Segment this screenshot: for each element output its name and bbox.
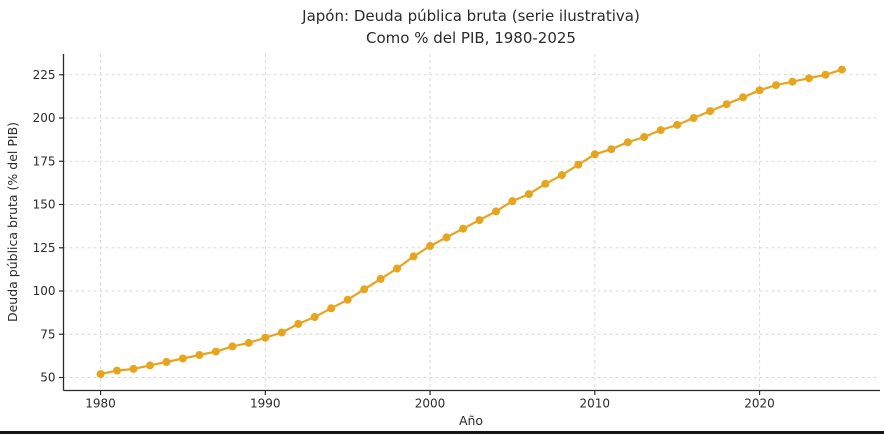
data-point-1997 — [376, 274, 385, 283]
window-bottom-edge — [0, 431, 884, 434]
y-tick-label-50: 50 — [40, 371, 55, 385]
x-tick-label-2020: 2020 — [744, 397, 775, 411]
data-point-1986 — [195, 351, 204, 359]
data-point-2008 — [557, 171, 566, 180]
data-point-2015 — [673, 120, 682, 129]
y-axis-label: Deuda pública bruta (% del PIB) — [5, 122, 20, 322]
y-tick-label-225: 225 — [33, 68, 56, 82]
y-tick-label-150: 150 — [33, 198, 56, 212]
data-point-2012 — [623, 138, 632, 147]
data-point-1987 — [211, 347, 220, 356]
data-point-2020 — [755, 86, 764, 95]
data-point-1995 — [343, 295, 352, 304]
data-point-2002 — [459, 224, 467, 233]
data-point-1998 — [393, 264, 402, 273]
data-point-2023 — [805, 74, 813, 83]
data-point-1981 — [113, 366, 121, 375]
y-tick-label-75: 75 — [40, 327, 55, 341]
data-point-2010 — [590, 150, 599, 159]
data-point-1999 — [409, 252, 418, 261]
data-point-2006 — [524, 190, 533, 199]
data-point-2004 — [492, 207, 500, 216]
data-point-2007 — [541, 179, 550, 188]
data-point-2021 — [772, 81, 780, 90]
axes-layer: 1980 1990 2000 2010 2020 50 75 100 125 150 175 200 2… — [33, 54, 880, 411]
data-point-2025 — [837, 65, 846, 74]
data-point-1983 — [146, 361, 154, 370]
x-tick-label-2010: 2010 — [580, 397, 611, 411]
data-point-1990 — [261, 333, 270, 342]
y-tick-label-125: 125 — [33, 241, 56, 255]
data-point-2017 — [706, 107, 715, 116]
data-point-2014 — [656, 126, 665, 135]
x-axis-label: Año — [459, 413, 483, 428]
data-point-1985 — [178, 354, 187, 363]
x-tick-label-2000: 2000 — [415, 397, 446, 411]
data-point-2022 — [788, 77, 797, 86]
series-layer — [96, 65, 846, 379]
x-tick-label-1990: 1990 — [250, 397, 281, 411]
data-point-1984 — [162, 358, 171, 366]
y-tick-label-100: 100 — [33, 284, 56, 298]
x-tick-label-1980: 1980 — [85, 397, 116, 411]
data-point-1996 — [360, 285, 369, 294]
data-point-2024 — [821, 70, 830, 79]
data-point-2009 — [574, 160, 583, 169]
data-point-1989 — [244, 338, 253, 347]
y-tick-label-200: 200 — [33, 111, 56, 125]
data-point-2013 — [640, 133, 649, 141]
data-point-1982 — [129, 364, 138, 373]
data-point-2016 — [689, 114, 698, 122]
data-point-2018 — [722, 100, 731, 109]
data-point-2003 — [475, 216, 484, 225]
data-point-2019 — [739, 93, 748, 102]
y-tick-label-175: 175 — [33, 154, 56, 168]
data-point-1991 — [277, 328, 286, 337]
data-point-1992 — [294, 319, 303, 328]
grid-layer — [63, 54, 879, 391]
data-point-2000 — [426, 242, 435, 250]
data-point-1988 — [228, 342, 237, 351]
debt-line-series — [99, 68, 844, 376]
data-point-2001 — [442, 233, 451, 242]
data-point-1993 — [310, 313, 319, 321]
data-point-2005 — [508, 197, 517, 206]
chart-subtitle: Como % del PIB, 1980-2025 — [366, 29, 576, 47]
data-point-1994 — [327, 304, 336, 313]
data-point-1980 — [96, 370, 105, 379]
data-point-2011 — [607, 145, 616, 154]
chart-title: Japón: Deuda pública bruta (serie ilustr… — [301, 7, 640, 25]
